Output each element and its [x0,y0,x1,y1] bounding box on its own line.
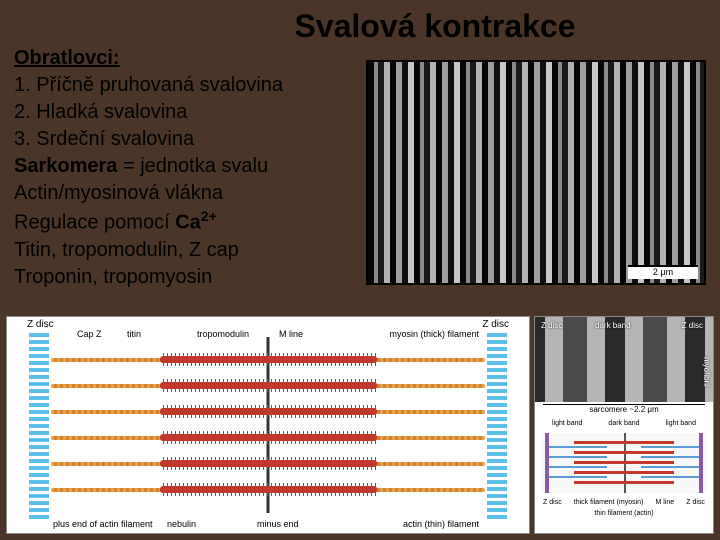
band-labels-row: light band dark band light band [535,418,713,429]
sch-label: thick filament (myosin) [574,499,644,506]
micrograph-texture [368,62,704,283]
sch-label: M line [656,499,675,506]
scalebar: 2 μm [628,265,698,279]
filament-row [51,405,485,419]
schematic-bottom-labels2: thin filament (actin) [535,508,713,519]
myosin-filament [160,434,377,441]
label-mline: M line [279,329,303,339]
sch-zdisc [699,433,703,493]
sch-thick [574,481,674,484]
myosin-filament [160,408,377,415]
em-label-myofibril: myofibril [702,357,711,387]
sch-thin [641,466,699,468]
label-tropomodulin: tropomodulin [197,329,249,339]
label-titin: titin [127,329,141,339]
text-span: = jednotka svalu [117,155,268,177]
filament-row [51,431,485,445]
sch-thick [574,441,674,444]
sch-thin [549,476,607,478]
myosin-filament [160,382,377,389]
sch-label: thin filament (actin) [594,510,653,517]
superscript: 2+ [201,208,217,224]
em-label-zdisc: Z disc [541,321,562,330]
zdisc-label: Z disc [27,319,54,330]
sch-thin [641,476,699,478]
sch-label: Z disc [543,499,562,506]
sch-thick [574,461,674,464]
slide-title: Svalová kontrakce [150,0,720,45]
bottom-diagrams: Z disc Z disc Cap Z titin tropomodulin M… [6,316,714,534]
label-capz: Cap Z [77,329,102,339]
em-label-dark: dark band [595,321,631,330]
myosin-filament [160,460,377,467]
em-label-zdisc: Z disc [682,321,703,330]
zdisc-label: Z disc [482,319,509,330]
label-minus-end: minus end [257,519,299,529]
band-label: light band [666,420,696,427]
sch-thin [549,466,607,468]
z-disc-right [487,331,507,519]
label-actin: actin (thin) filament [403,519,479,529]
band-label: light band [552,420,582,427]
filament-row [51,457,485,471]
sch-label: Z disc [686,499,705,506]
sch-thin [549,446,607,448]
electron-micrograph: 2 μm [366,60,706,285]
myosin-filament [160,356,377,363]
text-span: Regulace pomocí [14,212,175,234]
myosin-filament [160,486,377,493]
em-strip: Z disc dark band Z disc myofibril [535,317,713,402]
sch-thin [549,456,607,458]
sarcomere-bands-diagram: Z disc dark band Z disc myofibril sarcom… [534,316,714,534]
filament-row [51,379,485,393]
bold-term: Ca [175,212,201,234]
sch-thin [641,456,699,458]
bold-term: Sarkomera [14,155,117,177]
label-myosin: myosin (thick) filament [389,329,479,339]
sch-thick [574,471,674,474]
filament-row [51,483,485,497]
sarcomere-schematic [541,433,707,493]
sch-thin [641,446,699,448]
schematic-bottom-labels: Z disc thick filament (myosin) M line Z … [535,497,713,508]
label-plus-end: plus end of actin filament [53,519,153,529]
sch-zdisc [545,433,549,493]
label-nebulin: nebulin [167,519,196,529]
sarcomere-length-arrow: sarcomere ~2.2 μm [543,404,705,418]
filament-row [51,353,485,367]
z-disc-left [29,331,49,519]
sch-thick [574,451,674,454]
band-label: dark band [608,420,639,427]
sarcomere-structure-diagram: Z disc Z disc Cap Z titin tropomodulin M… [6,316,530,534]
